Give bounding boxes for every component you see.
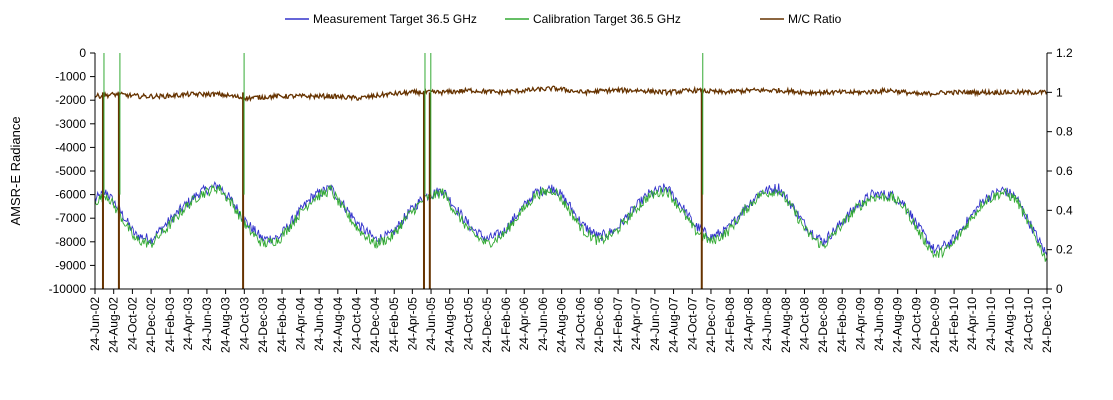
x-tick-label-28: 24-Feb-07 xyxy=(611,297,625,353)
y-tick-label-2: -2000 xyxy=(55,93,86,107)
x-tick-label-3: 24-Dec-02 xyxy=(144,297,158,353)
y2-tick-label-5: 1 xyxy=(1056,85,1063,99)
legend-label-2: Calibration Target 36.5 GHz xyxy=(533,12,681,26)
legend-label-1: Measurement Target 36.5 GHz xyxy=(313,12,477,26)
series-line-1 xyxy=(94,180,1048,257)
x-tick-label-18: 24-Jun-05 xyxy=(424,297,438,351)
x-tick-label-33: 24-Dec-07 xyxy=(704,297,718,353)
x-tick-label-27: 24-Dec-06 xyxy=(592,297,606,353)
x-tick-label-23: 24-Apr-06 xyxy=(517,297,531,351)
y2-tick-label-4: 0.8 xyxy=(1056,125,1073,139)
x-tick-label-29: 24-Apr-07 xyxy=(629,297,643,351)
y-tick-label-5: -5000 xyxy=(55,164,86,178)
x-tick-label-37: 24-Aug-08 xyxy=(779,297,793,353)
x-tick-label-24: 24-Jun-06 xyxy=(536,297,550,351)
x-tick-label-45: 24-Dec-09 xyxy=(928,297,942,353)
y-tick-label-6: -6000 xyxy=(55,188,86,202)
x-tick-label-6: 24-Jun-03 xyxy=(200,297,214,351)
y-tick-label-3: -3000 xyxy=(55,117,86,131)
x-tick-label-21: 24-Dec-05 xyxy=(480,297,494,353)
x-tick-label-42: 24-Jun-09 xyxy=(872,297,886,351)
x-tick-label-31: 24-Aug-07 xyxy=(667,297,681,353)
x-tick-label-36: 24-Jun-08 xyxy=(760,297,774,351)
y-tick-label-10: -10000 xyxy=(49,282,87,296)
x-tick-label-7: 24-Aug-03 xyxy=(219,297,233,353)
x-tick-label-48: 24-Jun-10 xyxy=(984,297,998,351)
y2-tick-label-0: 0 xyxy=(1056,282,1063,296)
y-tick-label-7: -7000 xyxy=(55,211,86,225)
y-tick-label-9: -9000 xyxy=(55,258,86,272)
y2-tick-label-1: 0.2 xyxy=(1056,243,1073,257)
x-tick-label-47: 24-Apr-10 xyxy=(965,297,979,351)
x-tick-label-10: 24-Feb-04 xyxy=(275,297,289,353)
y-tick-label-0: 0 xyxy=(79,46,86,60)
x-tick-label-39: 24-Dec-08 xyxy=(816,297,830,353)
x-tick-label-51: 24-Dec-10 xyxy=(1040,297,1054,353)
y-axis-title: AMSR-E Radiance xyxy=(8,116,23,225)
x-tick-label-30: 24-Jun-07 xyxy=(648,297,662,351)
y2-tick-label-6: 1.2 xyxy=(1056,46,1073,60)
x-tick-label-25: 24-Aug-06 xyxy=(555,297,569,353)
x-tick-label-43: 24-Aug-09 xyxy=(891,297,905,353)
x-tick-label-13: 24-Aug-04 xyxy=(331,297,345,353)
axes-layer: 0 -1000 -2000 -3000 -4000 -5000 -6000 -7000 -800… xyxy=(49,46,1073,353)
x-tick-label-17: 24-Apr-05 xyxy=(405,297,419,351)
legend-label-3: M/C Ratio xyxy=(788,12,842,26)
x-tick-label-32: 24-Oct-07 xyxy=(685,297,699,351)
x-tick-label-4: 24-Feb-03 xyxy=(163,297,177,353)
x-tick-label-16: 24-Feb-05 xyxy=(387,297,401,353)
series-line-2 xyxy=(94,183,1048,262)
y-tick-label-4: -4000 xyxy=(55,140,86,154)
series-layer xyxy=(94,53,1048,289)
x-tick-label-35: 24-Apr-08 xyxy=(741,297,755,351)
x-tick-label-49: 24-Aug-10 xyxy=(1003,297,1017,353)
x-tick-label-15: 24-Dec-04 xyxy=(368,297,382,353)
x-tick-label-9: 24-Dec-03 xyxy=(256,297,270,353)
x-tick-label-34: 24-Feb-08 xyxy=(723,297,737,353)
legend: Measurement Target 36.5 GHz Calibration T… xyxy=(285,12,842,26)
x-tick-label-11: 24-Apr-04 xyxy=(293,297,307,351)
x-tick-label-14: 24-Oct-04 xyxy=(350,297,364,351)
x-tick-label-46: 24-Feb-10 xyxy=(947,297,961,353)
y2-tick-label-2: 0.4 xyxy=(1056,203,1073,217)
x-tick-label-0: 24-Jun-02 xyxy=(88,297,102,351)
y2-tick-label-3: 0.6 xyxy=(1056,164,1073,178)
x-tick-label-20: 24-Oct-05 xyxy=(461,297,475,351)
x-tick-label-40: 24-Feb-09 xyxy=(835,297,849,353)
x-tick-label-5: 24-Apr-03 xyxy=(181,297,195,351)
x-tick-label-12: 24-Jun-04 xyxy=(312,297,326,351)
x-tick-label-1: 24-Aug-02 xyxy=(107,297,121,353)
x-tick-label-8: 24-Oct-03 xyxy=(237,297,251,351)
x-tick-label-50: 24-Oct-10 xyxy=(1021,297,1035,351)
x-tick-label-2: 24-Oct-02 xyxy=(125,297,139,351)
x-tick-label-26: 24-Oct-06 xyxy=(573,297,587,351)
y-tick-label-1: -1000 xyxy=(55,70,86,84)
x-tick-label-22: 24-Feb-06 xyxy=(499,297,513,353)
x-tick-label-44: 24-Oct-09 xyxy=(909,297,923,351)
series-line-3 xyxy=(94,85,1048,102)
x-tick-label-19: 24-Aug-05 xyxy=(443,297,457,353)
y-tick-label-8: -8000 xyxy=(55,235,86,249)
x-tick-label-41: 24-Apr-09 xyxy=(853,297,867,351)
x-tick-label-38: 24-Oct-08 xyxy=(797,297,811,351)
